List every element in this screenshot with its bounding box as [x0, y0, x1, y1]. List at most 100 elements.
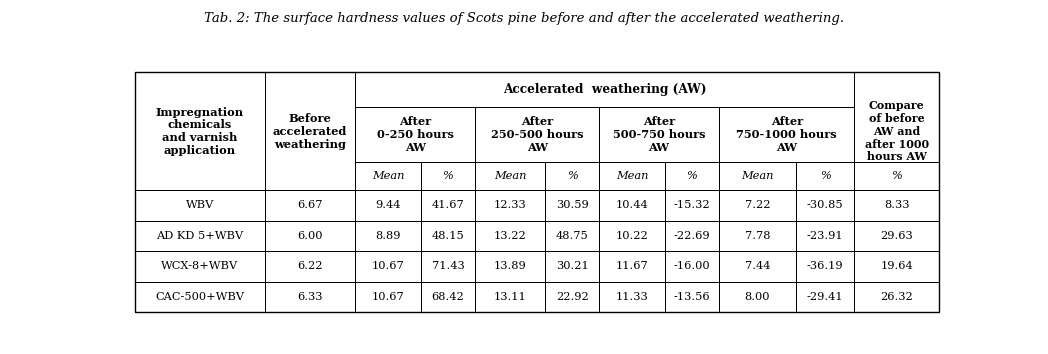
Text: Mean: Mean	[616, 171, 649, 181]
Bar	[355, 73, 854, 107]
Text: 9.44: 9.44	[375, 200, 400, 210]
Bar	[854, 251, 939, 282]
Text: 12.33: 12.33	[494, 200, 526, 210]
Text: Mean: Mean	[741, 171, 773, 181]
Bar	[421, 190, 475, 221]
Text: 6.22: 6.22	[298, 262, 323, 272]
Text: CAC-500+WBV: CAC-500+WBV	[155, 292, 244, 302]
Text: 10.22: 10.22	[615, 231, 649, 241]
Bar	[719, 282, 795, 312]
Text: %: %	[567, 171, 577, 181]
Text: Tab. 2: The surface hardness values of Scots pine before and after the accelerat: Tab. 2: The surface hardness values of S…	[204, 12, 844, 25]
Text: %: %	[820, 171, 830, 181]
Bar	[545, 162, 599, 190]
Bar	[545, 251, 599, 282]
Bar	[599, 221, 664, 251]
Text: -23.91: -23.91	[807, 231, 844, 241]
Bar	[664, 251, 719, 282]
Bar	[475, 221, 545, 251]
Bar	[795, 162, 854, 190]
Text: After
250-500 hours
AW: After 250-500 hours AW	[490, 116, 584, 153]
Text: After
500-750 hours
AW: After 500-750 hours AW	[613, 116, 705, 153]
Text: Mean: Mean	[494, 171, 526, 181]
Bar	[599, 162, 664, 190]
Text: 8.33: 8.33	[885, 200, 910, 210]
Bar	[355, 251, 421, 282]
Bar	[421, 282, 475, 312]
Text: %: %	[442, 171, 453, 181]
Text: After
750-1000 hours
AW: After 750-1000 hours AW	[737, 116, 837, 153]
Text: -30.85: -30.85	[807, 200, 844, 210]
Text: 11.33: 11.33	[615, 292, 649, 302]
Text: AD KD 5+WBV: AD KD 5+WBV	[156, 231, 243, 241]
Text: 13.89: 13.89	[494, 262, 526, 272]
Bar	[355, 162, 421, 190]
Text: 6.67: 6.67	[298, 200, 323, 210]
Bar	[854, 162, 939, 190]
Text: Impregnation
chemicals
and varnish
application: Impregnation chemicals and varnish appli…	[156, 107, 244, 156]
Text: -16.00: -16.00	[674, 262, 711, 272]
Text: 7.78: 7.78	[744, 231, 770, 241]
Text: 8.00: 8.00	[744, 292, 770, 302]
Text: Accelerated  weathering (AW): Accelerated weathering (AW)	[503, 83, 706, 96]
Text: %: %	[892, 171, 902, 181]
Text: Compare
of before
AW and
after 1000
hours AW: Compare of before AW and after 1000 hour…	[865, 100, 929, 162]
Bar	[795, 221, 854, 251]
Bar	[475, 190, 545, 221]
Bar	[355, 282, 421, 312]
Bar	[355, 107, 475, 162]
Bar	[599, 190, 664, 221]
Bar	[135, 73, 939, 312]
Bar	[475, 251, 545, 282]
Bar	[265, 251, 355, 282]
Text: -15.32: -15.32	[674, 200, 711, 210]
Bar	[421, 221, 475, 251]
Bar	[795, 190, 854, 221]
Bar	[664, 190, 719, 221]
Bar	[719, 190, 795, 221]
Bar	[421, 251, 475, 282]
Bar	[135, 251, 265, 282]
Text: 48.15: 48.15	[432, 231, 464, 241]
Text: 7.22: 7.22	[744, 200, 770, 210]
Text: 26.32: 26.32	[880, 292, 913, 302]
Bar	[545, 190, 599, 221]
Text: 10.44: 10.44	[615, 200, 649, 210]
Text: -36.19: -36.19	[807, 262, 844, 272]
Text: 6.00: 6.00	[298, 231, 323, 241]
Text: 8.89: 8.89	[375, 231, 400, 241]
Bar	[475, 282, 545, 312]
Bar	[265, 73, 355, 190]
Bar	[421, 162, 475, 190]
Bar	[719, 107, 854, 162]
Bar	[719, 162, 795, 190]
Bar	[265, 221, 355, 251]
Text: 71.43: 71.43	[432, 262, 464, 272]
Bar	[854, 190, 939, 221]
Bar	[719, 251, 795, 282]
Text: -13.56: -13.56	[674, 292, 711, 302]
Text: 48.75: 48.75	[555, 231, 589, 241]
Text: 6.33: 6.33	[298, 292, 323, 302]
Text: 19.64: 19.64	[880, 262, 913, 272]
Bar	[475, 162, 545, 190]
Text: 7.44: 7.44	[744, 262, 770, 272]
Bar	[795, 282, 854, 312]
Bar	[135, 221, 265, 251]
Text: 10.67: 10.67	[372, 292, 405, 302]
Text: 41.67: 41.67	[432, 200, 464, 210]
Text: 11.67: 11.67	[615, 262, 649, 272]
Text: Mean: Mean	[372, 171, 405, 181]
Bar	[795, 251, 854, 282]
Bar	[719, 221, 795, 251]
Bar	[135, 73, 265, 190]
Bar	[135, 190, 265, 221]
Bar	[664, 162, 719, 190]
Bar	[599, 251, 664, 282]
Text: -22.69: -22.69	[674, 231, 711, 241]
Text: Before
accelerated
weathering: Before accelerated weathering	[272, 113, 347, 149]
Bar	[854, 282, 939, 312]
Text: WBV: WBV	[185, 200, 214, 210]
Bar	[664, 221, 719, 251]
Text: WCX-8+WBV: WCX-8+WBV	[161, 262, 239, 272]
